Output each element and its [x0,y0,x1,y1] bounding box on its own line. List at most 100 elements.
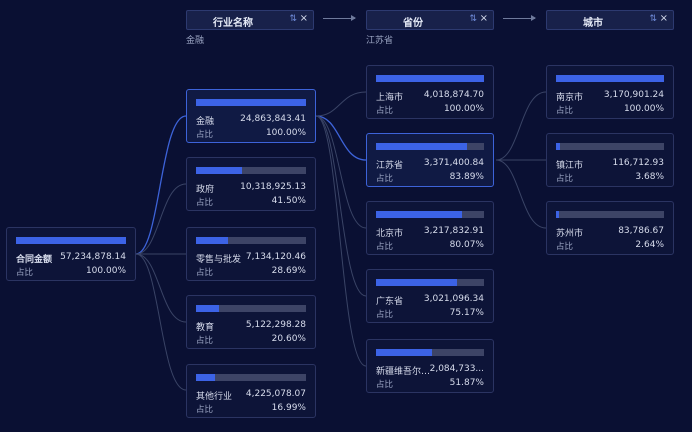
city-node-zhenjiang[interactable]: 镇江市 116,712.93 占比 3.68% [546,133,674,187]
arrow-right-icon [323,15,356,21]
close-icon[interactable]: × [479,13,488,24]
node-value: 3,170,901.24 [603,90,664,100]
sort-icon[interactable]: ⇅ [649,14,657,24]
progress-bar [196,374,306,381]
progress-bar [376,143,484,150]
percent-value: 100.00% [443,104,484,114]
percent-value: 100.00% [85,266,126,276]
industry-node-education[interactable]: 教育 5,122,298.28 占比 20.60% [186,295,316,349]
progress-bar [196,305,306,312]
progress-bar [556,211,664,218]
column-header-province[interactable]: 省份 ⇅ × [366,10,494,30]
industry-node-retail[interactable]: 零售与批发 7,134,120.46 占比 28.69% [186,227,316,281]
progress-bar [196,237,306,244]
node-label: 镇江市 [556,161,584,171]
progress-bar [376,75,484,82]
node-value: 4,225,078.07 [245,389,306,399]
node-label: 广东省 [376,297,404,307]
column-title: 城市 [583,18,603,29]
sort-icon[interactable]: ⇅ [289,14,297,24]
node-value: 3,021,096.34 [423,294,484,304]
industry-node-finance[interactable]: 金融 24,863,843.41 占比 100.00% [186,89,316,143]
percent-value: 100.00% [265,128,306,138]
progress-bar [16,237,126,244]
industry-node-government[interactable]: 政府 10,318,925.13 占比 41.50% [186,157,316,211]
percent-label: 占比 [556,174,574,184]
percent-label: 占比 [376,380,394,390]
percent-value: 20.60% [271,334,306,344]
percent-label: 占比 [196,336,214,346]
percent-label: 占比 [376,242,394,252]
node-label: 教育 [196,323,215,333]
percent-value: 83.89% [449,172,484,182]
node-label: 江苏省 [376,161,404,171]
node-value: 24,863,843.41 [240,114,306,124]
percent-value: 3.68% [635,172,664,182]
column-header-industry[interactable]: 行业名称 ⇅ × [186,10,314,30]
percent-label: 占比 [196,268,214,278]
node-label: 金融 [196,117,215,127]
node-value: 3,371,400.84 [423,158,484,168]
node-value: 3,217,832.91 [423,226,484,236]
node-label: 合同金额 [16,255,53,265]
province-node-xinjiang[interactable]: 新疆维吾尔自... 2,084,733... 占比 51.87% [366,339,494,393]
progress-bar [196,99,306,106]
node-value: 2,084,733... [429,364,484,374]
breadcrumb-industry: 金融 [186,36,205,46]
city-node-suzhou[interactable]: 苏州市 83,786.67 占比 2.64% [546,201,674,255]
percent-value: 2.64% [635,240,664,250]
column-title: 行业名称 [213,18,253,29]
arrow-right-icon [503,15,536,21]
close-icon[interactable]: × [659,13,668,24]
percent-label: 占比 [196,198,214,208]
percent-value: 41.50% [271,196,306,206]
node-label: 政府 [196,185,215,195]
node-value: 5,122,298.28 [245,320,306,330]
percent-label: 占比 [376,310,394,320]
node-value: 4,018,874.70 [423,90,484,100]
column-header-city[interactable]: 城市 ⇅ × [546,10,674,30]
node-value: 116,712.93 [612,158,664,168]
breadcrumb-province: 江苏省 [366,36,394,46]
percent-label: 占比 [16,268,34,278]
percent-value: 80.07% [449,240,484,250]
node-value: 7,134,120.46 [245,252,306,262]
progress-bar [376,211,484,218]
progress-bar [196,167,306,174]
node-label: 其他行业 [196,392,233,402]
progress-bar [376,279,484,286]
percent-label: 占比 [556,242,574,252]
node-value: 57,234,878.14 [60,252,126,262]
percent-label: 占比 [196,130,214,140]
node-label: 南京市 [556,93,584,103]
progress-bar [556,143,664,150]
percent-value: 51.87% [449,378,484,388]
city-node-nanjing[interactable]: 南京市 3,170,901.24 占比 100.00% [546,65,674,119]
node-label: 上海市 [376,93,404,103]
province-node-guangdong[interactable]: 广东省 3,021,096.34 占比 75.17% [366,269,494,323]
node-label: 北京市 [376,229,404,239]
column-title: 省份 [403,18,423,29]
percent-label: 占比 [376,174,394,184]
province-node-beijing[interactable]: 北京市 3,217,832.91 占比 80.07% [366,201,494,255]
node-value: 10,318,925.13 [240,182,306,192]
percent-value: 100.00% [623,104,664,114]
industry-node-other[interactable]: 其他行业 4,225,078.07 占比 16.99% [186,364,316,418]
node-value: 83,786.67 [618,226,664,236]
percent-value: 16.99% [271,403,306,413]
sort-icon[interactable]: ⇅ [469,14,477,24]
progress-bar [556,75,664,82]
province-node-jiangsu[interactable]: 江苏省 3,371,400.84 占比 83.89% [366,133,494,187]
node-label: 苏州市 [556,229,584,239]
percent-label: 占比 [196,405,214,415]
progress-bar [376,349,484,356]
percent-label: 占比 [376,106,394,116]
node-label: 新疆维吾尔自... [376,367,434,377]
percent-value: 28.69% [271,266,306,276]
node-label: 零售与批发 [196,255,242,265]
percent-value: 75.17% [449,308,484,318]
close-icon[interactable]: × [299,13,308,24]
root-node[interactable]: 合同金额 57,234,878.14 占比 100.00% [6,227,136,281]
province-node-shanghai[interactable]: 上海市 4,018,874.70 占比 100.00% [366,65,494,119]
